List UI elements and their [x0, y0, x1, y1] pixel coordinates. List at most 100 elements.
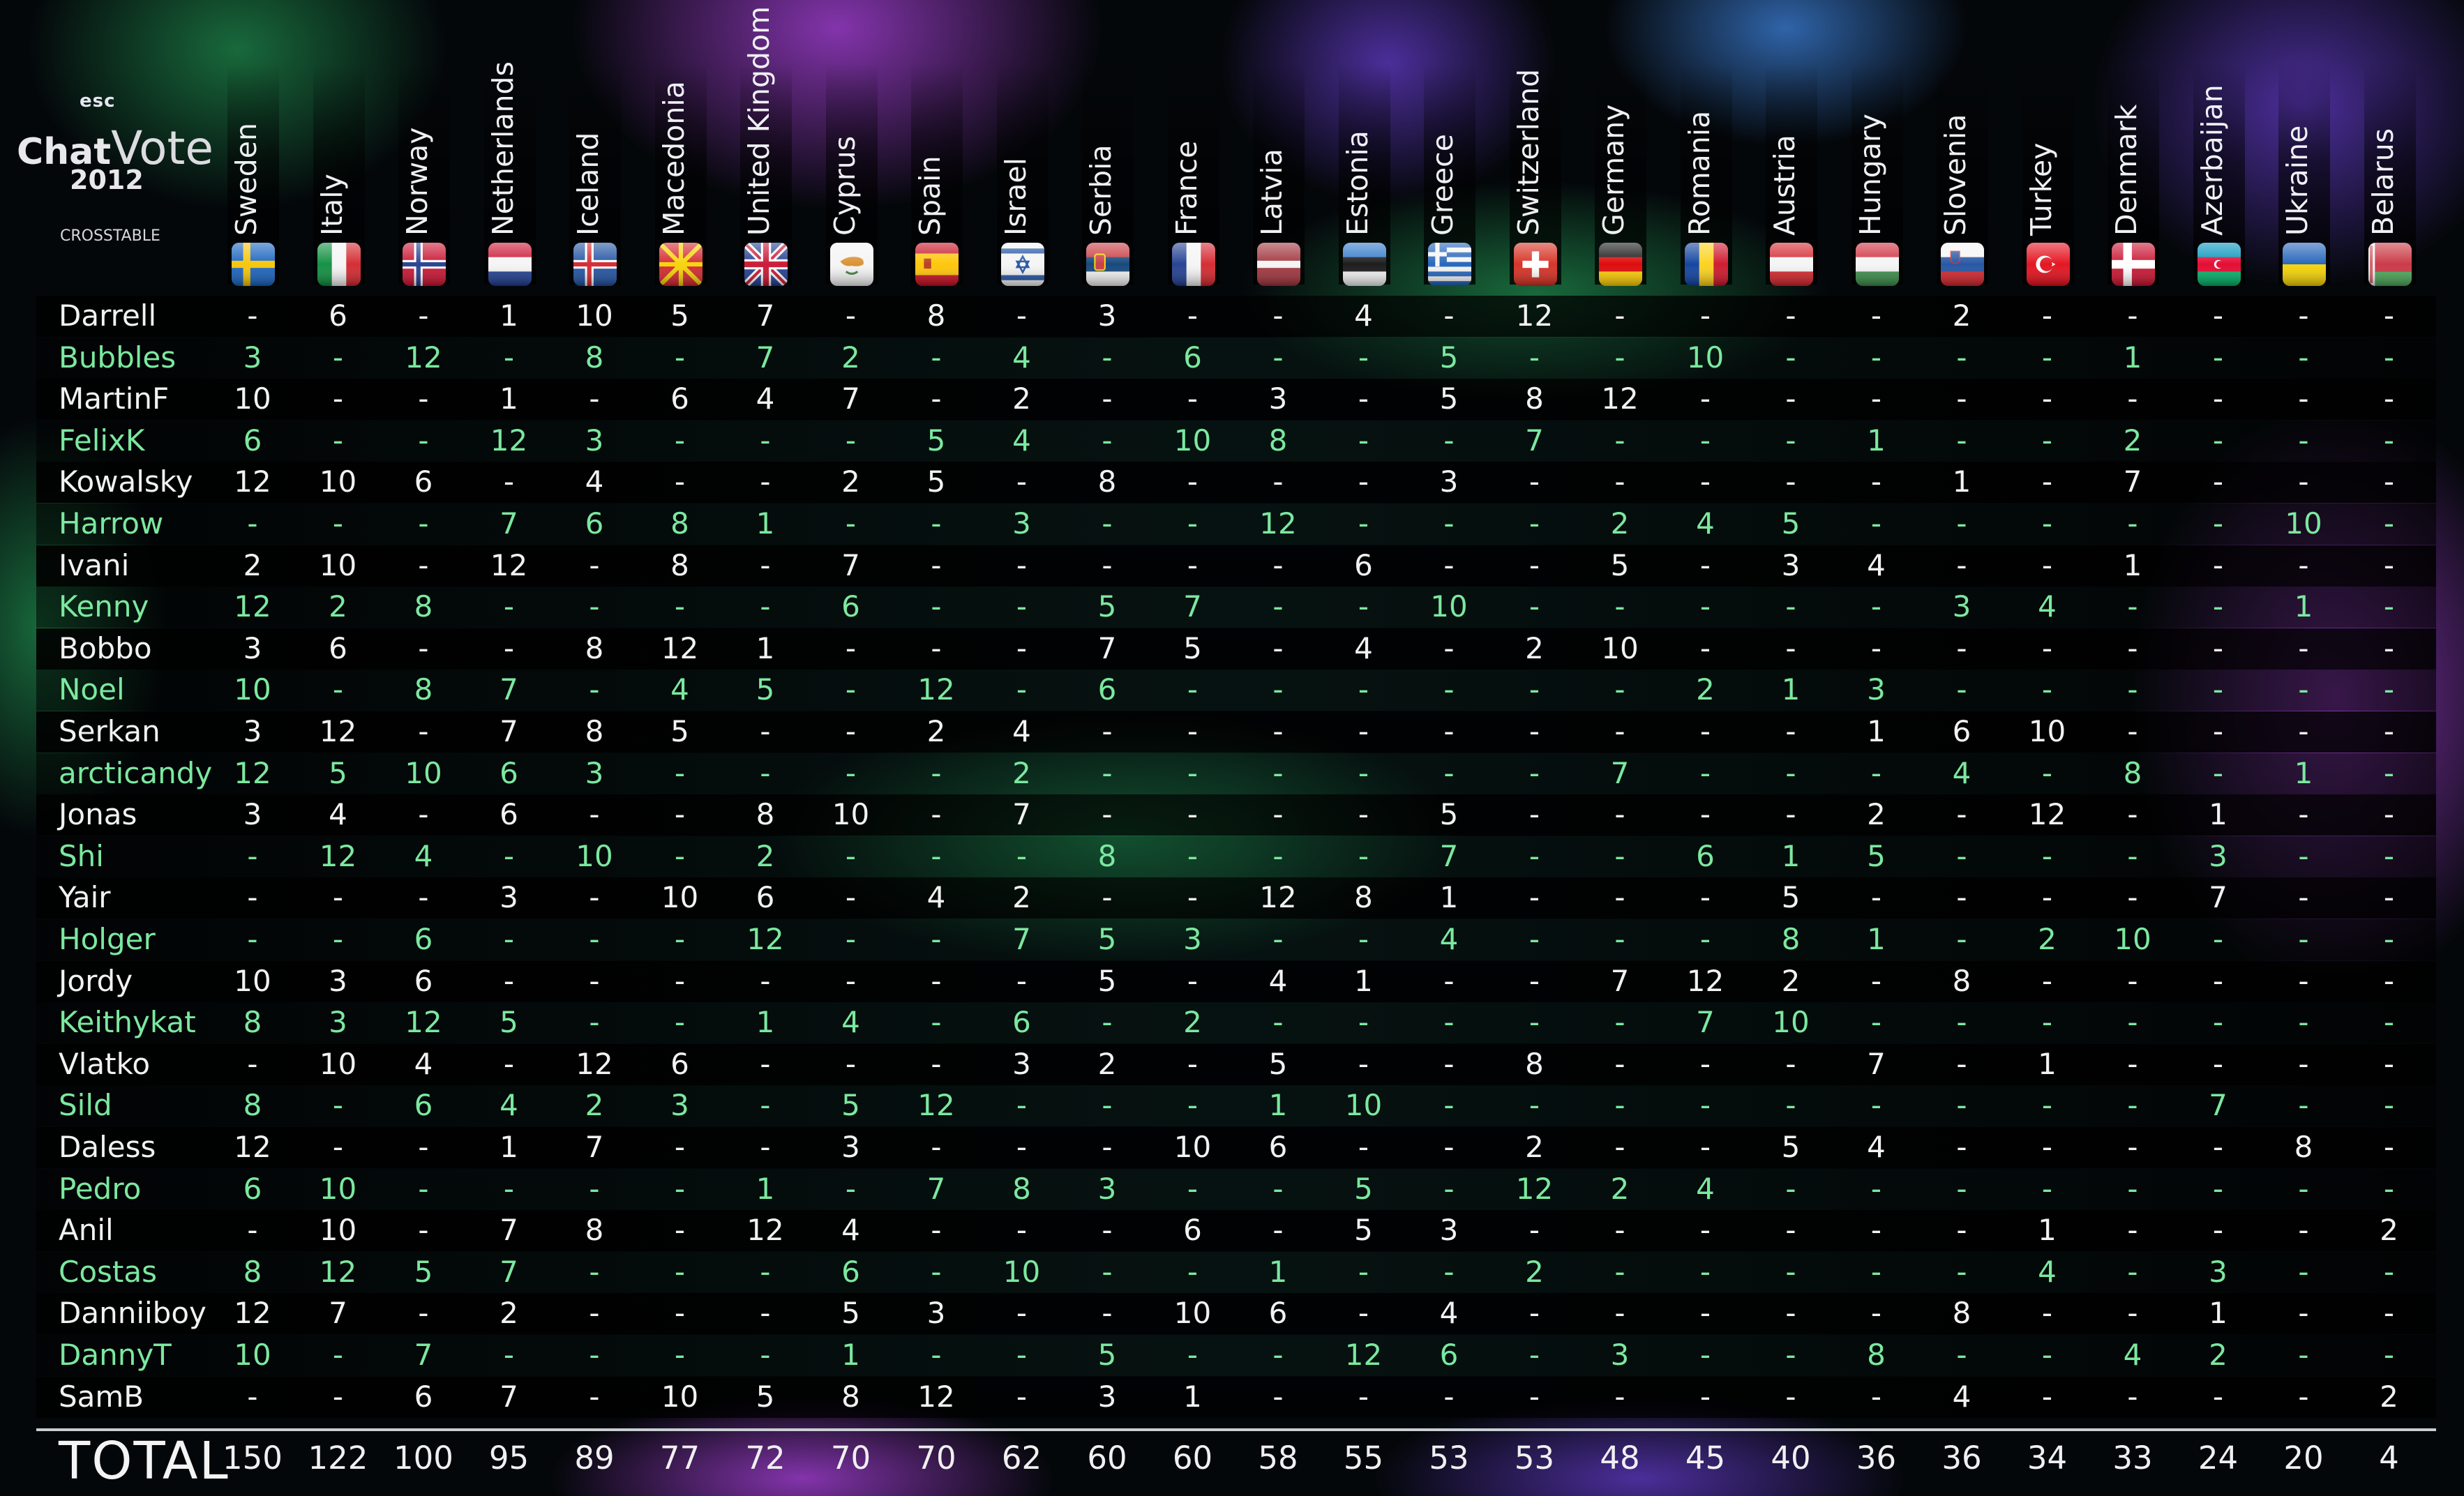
score-cell: -	[2383, 838, 2395, 873]
column-gr: Greece	[1413, 0, 1485, 293]
score-cell: -	[1102, 1130, 1113, 1164]
score-cell: 6	[1439, 1338, 1459, 1372]
voter-name: FelixK	[59, 423, 145, 458]
score-cell: 2	[1012, 880, 1031, 915]
country-name: Iceland	[571, 132, 605, 236]
score-cell: -	[931, 963, 942, 998]
score-cell: 1	[1354, 963, 1373, 998]
score-cell: -	[1102, 381, 1113, 416]
country-name: Italy	[315, 174, 349, 236]
logo-title-chat: Chat	[17, 131, 112, 173]
score-cell: -	[1956, 672, 1967, 707]
score-cell: 7	[499, 1254, 518, 1289]
score-cell: -	[2298, 630, 2309, 665]
il-flag-icon	[1000, 243, 1044, 286]
score-cell: 6	[1183, 1213, 1202, 1248]
score-cell: -	[1870, 1296, 1882, 1331]
score-cell: -	[1272, 838, 1284, 873]
score-cell: -	[931, 797, 942, 832]
score-cell: -	[760, 963, 771, 998]
score-cell: -	[2127, 797, 2138, 832]
score-cell: -	[418, 1171, 429, 1206]
score-cell: 12	[917, 1088, 955, 1123]
score-cell: -	[247, 506, 258, 541]
score-cell: 8	[926, 299, 946, 333]
score-cell: -	[2212, 963, 2224, 998]
total-value: 20	[2283, 1440, 2324, 1476]
score-cell: -	[2383, 880, 2395, 915]
score-cell: 3	[1097, 1379, 1117, 1414]
score-cell: -	[589, 880, 600, 915]
score-cell: -	[1528, 838, 1540, 873]
score-cell: -	[1785, 1296, 1796, 1331]
score-cell: -	[1870, 1379, 1882, 1414]
score-cell: -	[1785, 1046, 1796, 1081]
score-cell: 6	[841, 1254, 860, 1289]
score-cell: -	[760, 714, 771, 748]
score-cell: -	[2212, 340, 2224, 375]
country-name: Macedonia	[656, 81, 691, 236]
score-cell: -	[1187, 714, 1199, 748]
score-cell: -	[1956, 880, 1967, 915]
score-cell: 1	[756, 1171, 775, 1206]
score-cell: 12	[490, 423, 528, 458]
score-cell: -	[1956, 797, 1967, 832]
score-cell: 5	[841, 1088, 860, 1123]
score-cell: -	[2298, 547, 2309, 582]
score-cell: -	[2383, 547, 2395, 582]
score-cell: -	[1272, 1338, 1284, 1372]
score-cell: 12	[234, 1296, 271, 1331]
score-cell: 7	[414, 1338, 433, 1372]
score-cell: -	[1443, 963, 1455, 998]
score-cell: -	[1614, 1005, 1625, 1040]
country-name: Israel	[998, 157, 1032, 236]
score-cell: 4	[1354, 630, 1373, 665]
score-cell: -	[1102, 423, 1113, 458]
total-value: 36	[1856, 1440, 1897, 1476]
score-cell: 8	[2123, 755, 2142, 790]
voter-name: Harrow	[59, 506, 164, 541]
score-cell: 4	[2038, 589, 2057, 624]
score-cell: -	[1102, 755, 1113, 790]
score-cell: 6	[670, 1046, 689, 1081]
score-cell: 10	[832, 797, 870, 832]
total-value: 100	[393, 1440, 453, 1476]
score-cell: 5	[414, 1254, 433, 1289]
score-cell: -	[1358, 506, 1369, 541]
score-cell: 3	[243, 714, 262, 748]
total-value: 36	[1941, 1440, 1982, 1476]
score-cell: 8	[1097, 838, 1117, 873]
score-cell: -	[2298, 963, 2309, 998]
score-cell: 12	[234, 1130, 271, 1164]
score-cell: -	[1699, 1046, 1711, 1081]
column-is: Iceland	[558, 0, 631, 293]
score-cell: -	[845, 630, 857, 665]
score-cell: 12	[746, 1213, 784, 1248]
score-cell: 1	[756, 630, 775, 665]
score-cell: -	[1272, 1379, 1284, 1414]
score-cell: -	[1102, 880, 1113, 915]
score-cell: -	[674, 1296, 686, 1331]
score-cell: -	[2212, 381, 2224, 416]
score-cell: -	[2298, 381, 2309, 416]
score-cell: -	[845, 880, 857, 915]
score-cell: 3	[1183, 922, 1202, 956]
score-cell: -	[1614, 1213, 1625, 1248]
score-cell: -	[931, 755, 942, 790]
score-cell: -	[1956, 1171, 1967, 1206]
score-cell: -	[2212, 922, 2224, 956]
column-no: Norway	[387, 0, 460, 293]
score-cell: 10	[2285, 506, 2322, 541]
column-az: Azerbaijan	[2182, 0, 2255, 293]
score-cell: -	[674, 963, 686, 998]
score-cell: -	[845, 299, 857, 333]
score-cell: -	[2041, 1088, 2053, 1123]
score-cell: 6	[329, 630, 347, 665]
score-cell: 6	[585, 506, 604, 541]
score-cell: -	[418, 714, 429, 748]
score-cell: -	[2127, 1130, 2138, 1164]
score-cell: 7	[756, 299, 775, 333]
score-cell: -	[760, 1046, 771, 1081]
score-cell: -	[2383, 423, 2395, 458]
score-cell: -	[931, 1005, 942, 1040]
